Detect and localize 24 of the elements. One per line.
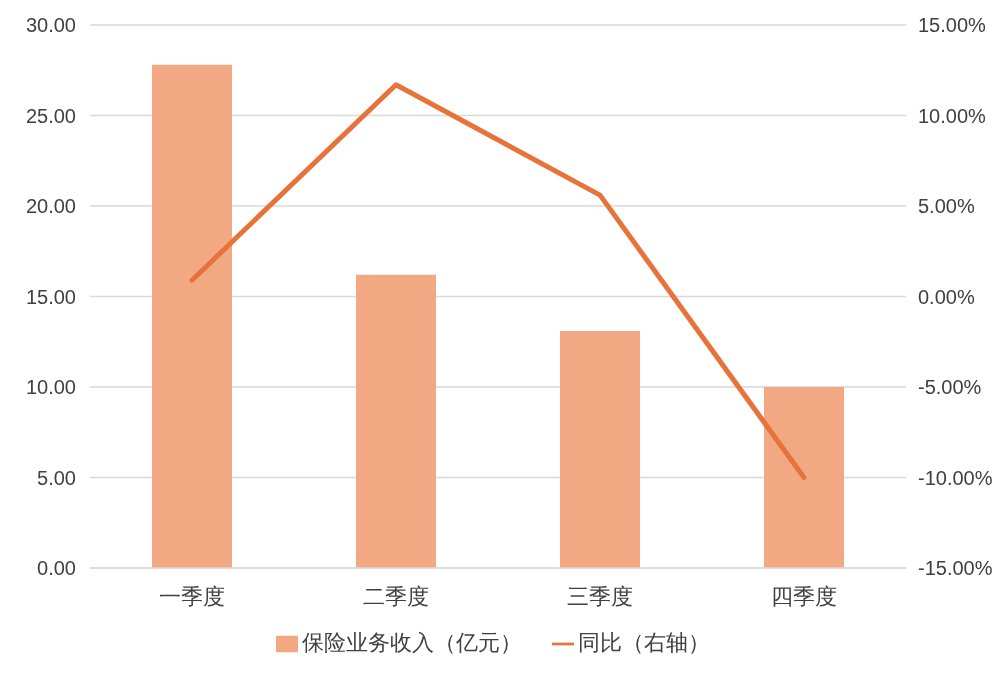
bar: [356, 274, 436, 568]
y2-tick-label: 5.00%: [918, 195, 975, 218]
y2-tick-label: -10.00%: [918, 466, 993, 489]
bar: [152, 64, 232, 568]
y-tick-label: 0.00: [37, 557, 76, 580]
y-tick-label: 20.00: [25, 195, 76, 218]
x-tick-label: 一季度: [159, 583, 225, 609]
y2-tick-label: 15.00%: [918, 14, 987, 37]
y2-tick-label: -5.00%: [918, 376, 982, 399]
y-tick-label: 10.00: [25, 376, 76, 399]
y-tick-label: 30.00: [25, 14, 76, 37]
y2-tick-label: 0.00%: [918, 285, 975, 308]
y-tick-label: 5.00: [37, 466, 76, 489]
legend-label: 保险业务收入（亿元）: [302, 630, 522, 655]
x-tick-label: 四季度: [771, 583, 837, 609]
y2-tick-label: -15.00%: [918, 557, 993, 580]
x-tick-label: 二季度: [363, 583, 429, 609]
y-tick-label: 15.00: [25, 285, 76, 308]
y-tick-label: 25.00: [25, 104, 76, 127]
bar: [560, 330, 640, 568]
y2-tick-label: 10.00%: [918, 104, 987, 127]
legend-label: 同比（右轴）: [578, 630, 710, 655]
bar: [764, 387, 844, 568]
x-tick-label: 三季度: [567, 583, 633, 609]
